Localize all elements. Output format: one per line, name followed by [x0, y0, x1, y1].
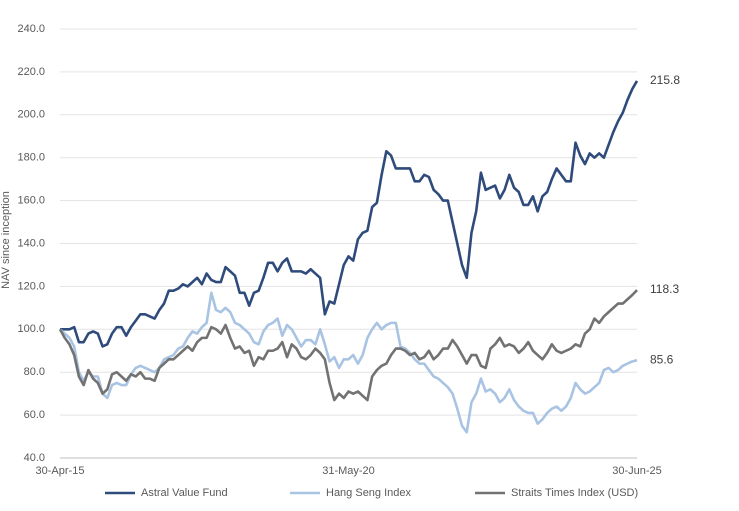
legend-label: Straits Times Index (USD)	[511, 487, 638, 499]
series-line	[58, 289, 638, 402]
legend-label: Hang Seng Index	[326, 487, 412, 499]
y-tick-label: 180.0	[17, 152, 45, 164]
x-tick-label: 31-May-20	[322, 465, 375, 477]
y-tick-label: 240.0	[17, 23, 45, 35]
end-value-label: 215.8	[650, 73, 680, 87]
end-value-label: 85.6	[650, 352, 674, 366]
y-tick-label: 100.0	[17, 323, 45, 335]
y-tick-label: 40.0	[24, 452, 45, 464]
x-tick-label: 30-Jun-25	[612, 465, 662, 477]
end-value-label: 118.3	[650, 282, 679, 296]
y-tick-label: 160.0	[17, 195, 45, 207]
y-tick-label: 140.0	[17, 237, 45, 249]
y-tick-label: 60.0	[24, 409, 45, 421]
y-tick-label: 80.0	[24, 366, 45, 378]
series-line	[59, 291, 638, 434]
series-line	[60, 80, 639, 348]
legend-label: Astral Value Fund	[141, 487, 228, 499]
y-tick-label: 200.0	[17, 109, 45, 121]
x-tick-label: 30-Apr-15	[36, 465, 85, 477]
y-tick-label: 120.0	[17, 280, 45, 292]
y-tick-label: 220.0	[17, 66, 45, 78]
y-axis-label: NAV since inception	[0, 191, 12, 289]
